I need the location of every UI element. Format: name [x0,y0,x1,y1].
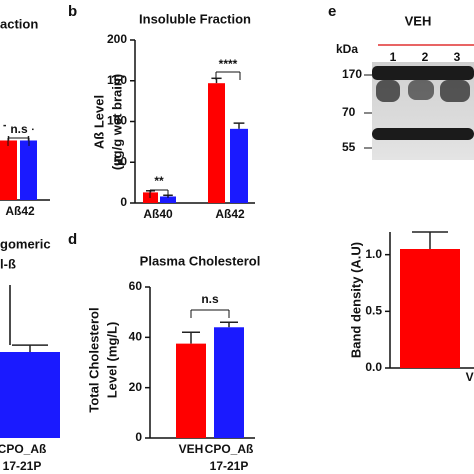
bar [230,128,248,203]
y-tick-label: 40 [129,330,143,344]
x-tick-label: CPO_Aß [0,442,46,456]
annotation-bg [146,175,172,188]
y-axis-label: Band density (A.U) [348,242,363,358]
marker-label: 70 [342,105,356,119]
panel-letter: d [68,231,77,248]
y-axis-label: Total Cholesterol [86,307,101,412]
bar [160,196,176,203]
bar [0,140,17,200]
y-tick-label: 0.0 [365,360,382,374]
x-tick-label: 17-21P [3,459,42,473]
lane-label: 2 [422,50,429,64]
annotation-bg [6,123,32,136]
lane-label: 1 [390,50,397,64]
blot-unit: kDa [336,42,358,56]
y-tick-label: 100 [107,114,127,128]
y-tick-label: 200 [107,32,127,46]
annotation: n.s [201,292,219,306]
chart-title: action [0,16,38,31]
chart-title: gomeric [0,236,51,251]
panel-letter: e [328,3,336,20]
y-axis-label: Aß Level [91,95,106,149]
x-tick-label: Aß42 [5,204,35,218]
x-tick-label: CPO_Aß [205,442,254,456]
annotation: **** [219,57,238,71]
x-tick-label: VEH [466,370,474,384]
y-tick-label: 150 [107,73,127,87]
annotation: n.s [10,122,28,136]
bar [0,352,60,438]
blot-group: VEH [405,13,432,28]
bar [208,83,225,203]
y-tick-label: 60 [129,279,143,293]
chart-title: l-ß [0,256,16,271]
bar [400,249,460,368]
marker-label: 55 [342,140,356,154]
panel-letter: b [68,3,77,20]
bar [176,343,206,438]
y-tick-label: 50 [114,154,128,168]
y-tick-label: 0 [135,430,142,444]
annotation-bg [215,58,241,71]
bar [214,327,244,438]
annotation: ** [154,174,164,188]
blot-bands [372,66,474,140]
lane-label: 3 [454,50,461,64]
y-tick-label: 1.0 [365,247,382,261]
chart-title: Insoluble Fraction [139,11,251,26]
x-tick-label: VEH [179,442,204,456]
bar [20,140,37,200]
x-tick-label: Aß42 [215,207,245,221]
y-tick-label: 0.5 [365,304,382,318]
y-tick-label: 20 [129,380,143,394]
annotation-bg [197,293,223,306]
y-axis-label: (µg/g wet brain) [109,74,124,170]
y-tick-label: 0 [120,195,127,209]
y-axis-label: Level (mg/L) [104,322,119,399]
chart-title: Plasma Cholesterol [140,253,261,268]
x-tick-label: Aß40 [143,207,173,221]
marker-label: 170 [342,67,362,81]
x-tick-label: 17-21P [210,459,249,473]
